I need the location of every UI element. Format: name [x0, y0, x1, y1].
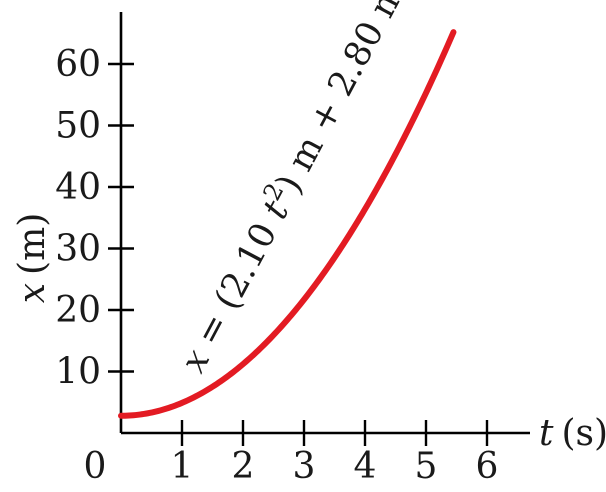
x-tick-label: 5 [415, 446, 438, 487]
equation-rest: ) m + 2.80 m [269, 0, 413, 200]
y-tick-label: 10 [55, 352, 101, 393]
equation-coefficient: 2.10 [214, 207, 291, 304]
origin-label: 0 [84, 446, 107, 487]
x-axis-var: t [539, 413, 554, 454]
y-tick-label: 40 [55, 167, 101, 208]
y-tick-label: 30 [55, 229, 101, 270]
x-tick-label: 1 [171, 446, 194, 487]
x-tick-label: 6 [476, 446, 499, 487]
y-tick-label: 20 [55, 290, 101, 331]
x-tick-label: 3 [293, 446, 316, 487]
y-ticks: 10 20 30 40 50 60 [55, 44, 134, 393]
x-axis-label: t (s) [539, 413, 606, 454]
y-axis-unit: (m) [12, 213, 53, 275]
x-tick-label: 2 [232, 446, 255, 487]
y-axis-var: x [12, 283, 53, 303]
y-axis-label: x (m) [12, 213, 53, 304]
y-tick-label: 50 [55, 106, 101, 147]
y-tick-label: 60 [55, 44, 101, 85]
x-tick-label: 4 [354, 446, 377, 487]
axes [119, 12, 530, 435]
x-axis-unit: (s) [561, 413, 606, 454]
position-curve [118, 29, 457, 419]
